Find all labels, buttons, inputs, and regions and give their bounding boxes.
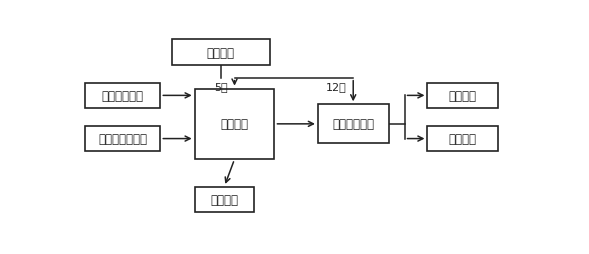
Text: 照度传感器电路: 照度传感器电路: [98, 133, 147, 146]
FancyBboxPatch shape: [318, 105, 389, 144]
Text: 5伏: 5伏: [214, 81, 228, 91]
FancyBboxPatch shape: [172, 40, 270, 66]
Text: 控制电路: 控制电路: [210, 193, 239, 206]
FancyBboxPatch shape: [194, 187, 254, 212]
Text: 输入键盘电路: 输入键盘电路: [102, 89, 144, 102]
FancyBboxPatch shape: [428, 83, 498, 109]
Text: 电源电路: 电源电路: [207, 46, 235, 59]
Text: 12伏: 12伏: [326, 81, 346, 91]
FancyBboxPatch shape: [194, 89, 274, 160]
Text: 微处理器: 微处理器: [220, 118, 249, 131]
Text: 旋转电机: 旋转电机: [449, 133, 477, 146]
Text: 垂直电机: 垂直电机: [449, 89, 477, 102]
Text: 电机驱动电路: 电机驱动电路: [332, 118, 374, 131]
FancyBboxPatch shape: [85, 126, 160, 152]
FancyBboxPatch shape: [85, 83, 160, 109]
FancyBboxPatch shape: [428, 126, 498, 152]
